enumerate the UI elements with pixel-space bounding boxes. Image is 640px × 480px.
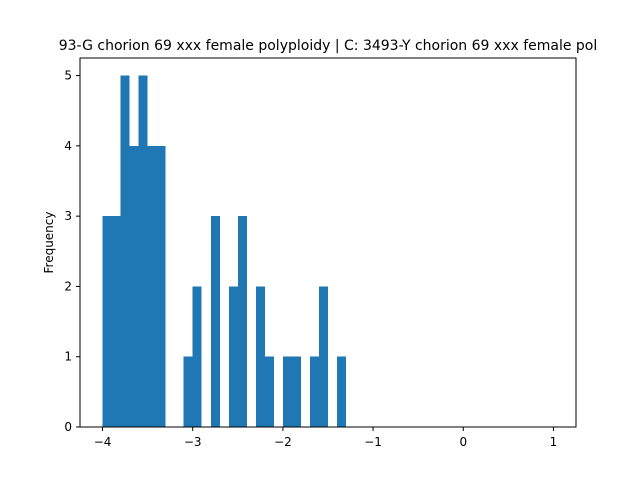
histogram-bar <box>129 145 139 427</box>
histogram-bar <box>337 356 347 427</box>
y-tick-label: 3 <box>64 209 72 223</box>
y-tick-label: 5 <box>64 69 72 83</box>
histogram-bar <box>318 286 328 427</box>
y-axis-ticks: 0 1 2 3 4 5 <box>64 69 80 434</box>
y-axis-label: Frequency <box>42 212 56 274</box>
histogram-bars <box>102 75 347 428</box>
x-tick-label: −1 <box>364 435 382 449</box>
x-tick-label: −2 <box>274 435 292 449</box>
histogram-bar <box>120 75 130 428</box>
y-tick-label: 4 <box>64 139 72 153</box>
histogram-bar <box>228 286 238 427</box>
x-tick-label: 1 <box>550 435 558 449</box>
chart-title: 93-G chorion 69 xxx female polyploidy | … <box>59 38 598 54</box>
histogram-bar <box>291 356 301 427</box>
histogram-bar <box>264 356 274 427</box>
histogram-bar <box>255 286 265 427</box>
histogram-bar <box>111 216 121 427</box>
histogram-bar <box>138 75 148 428</box>
histogram-bar <box>102 216 112 427</box>
histogram-bar <box>309 356 319 427</box>
histogram-bar <box>210 216 220 427</box>
histogram-bar <box>147 145 157 427</box>
x-tick-label: −4 <box>94 435 112 449</box>
histogram-bar <box>156 145 166 427</box>
y-tick-label: 2 <box>64 279 72 293</box>
histogram-bar <box>282 356 292 427</box>
histogram-bar <box>192 286 202 427</box>
histogram-bar <box>237 216 247 427</box>
x-tick-label: −3 <box>184 435 202 449</box>
y-tick-label: 1 <box>64 350 72 364</box>
histogram-bar <box>183 356 193 427</box>
axes-frame <box>79 57 577 428</box>
x-tick-label: 0 <box>459 435 467 449</box>
y-tick-label: 0 <box>64 420 72 434</box>
x-axis-ticks: −4 −3 −2 −1 0 1 <box>94 427 558 449</box>
